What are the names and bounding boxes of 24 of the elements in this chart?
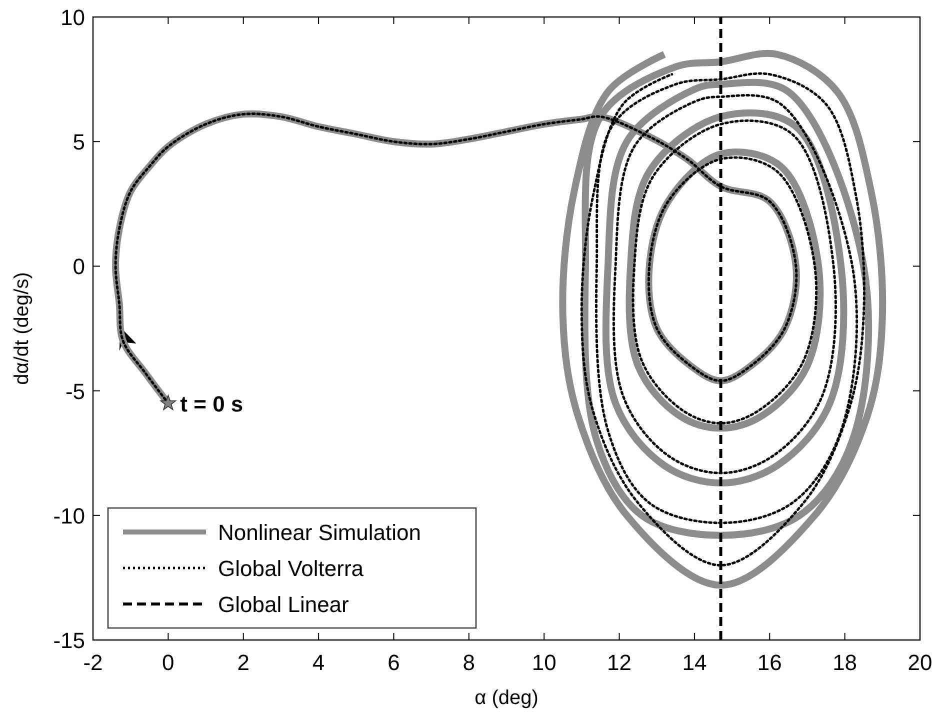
x-tick-label: 2 <box>237 650 250 675</box>
y-tick-label: -10 <box>53 503 85 528</box>
annotation: t = 0 s <box>180 391 244 416</box>
x-tick-label: 20 <box>908 650 932 675</box>
y-tick-label: 0 <box>72 254 85 280</box>
y-tick-label: -15 <box>53 628 85 653</box>
x-axis-title: α (deg) <box>474 687 538 709</box>
x-tick-label: 0 <box>162 650 174 675</box>
x-tick-label: 10 <box>532 650 556 675</box>
y-tick-label: 5 <box>72 130 85 155</box>
x-tick-label: 18 <box>832 650 858 675</box>
y-axis-title: dα/dt (deg/s) <box>11 272 33 385</box>
x-tick-label: -2 <box>83 650 103 675</box>
x-tick-label: 4 <box>312 650 325 675</box>
x-tick-label: 6 <box>388 650 400 675</box>
legend-label: Nonlinear Simulation <box>218 520 421 545</box>
y-tick-label: -5 <box>65 378 85 404</box>
legend-label: Global Volterra <box>218 556 364 581</box>
x-tick-label: 12 <box>607 650 632 675</box>
y-tick-label: 10 <box>60 5 85 30</box>
x-tick-label: 16 <box>757 650 782 675</box>
legend-label: Global Linear <box>218 592 349 617</box>
x-tick-label: 14 <box>682 650 707 675</box>
x-tick-label: 8 <box>462 650 476 675</box>
